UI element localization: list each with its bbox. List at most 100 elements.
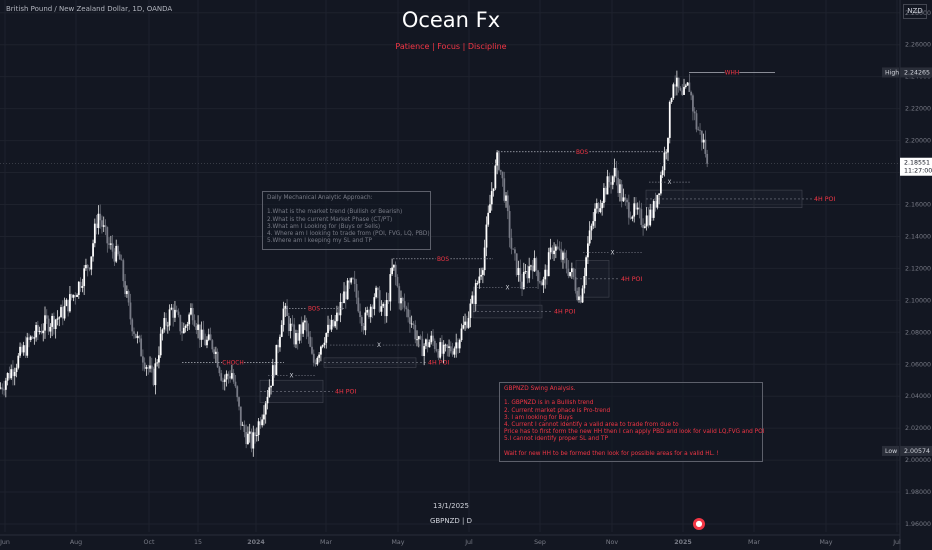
candle-body <box>608 176 611 183</box>
candle-body <box>460 328 463 341</box>
candle-body <box>677 77 680 89</box>
candle-body <box>54 319 57 330</box>
candle-body <box>305 320 308 332</box>
candle-body <box>15 367 18 372</box>
candle-body <box>53 315 55 330</box>
candle-body <box>362 325 365 331</box>
time-tick-label: Jul <box>892 539 901 546</box>
candle-body <box>430 335 433 343</box>
candle-body <box>76 294 78 297</box>
candle-body <box>635 203 637 210</box>
price-tick-label: 2.14000 <box>905 233 931 240</box>
candle-body <box>147 367 150 369</box>
candle-body <box>474 283 477 305</box>
candle-body <box>508 211 511 238</box>
candle-body <box>134 333 137 339</box>
candle-body <box>373 297 376 310</box>
candle-body <box>33 337 36 339</box>
candle-body <box>170 307 173 310</box>
candle-body <box>232 373 235 382</box>
candle-body <box>464 321 466 326</box>
candle-body <box>92 243 94 257</box>
candle-body <box>674 84 677 87</box>
candle-body <box>44 315 46 331</box>
candle-body <box>620 184 623 202</box>
candle-body <box>556 246 559 249</box>
candle-body <box>223 379 226 382</box>
candle-body <box>47 318 50 332</box>
candle-body <box>19 346 21 356</box>
candle-body <box>179 315 182 332</box>
candle-body <box>487 212 490 225</box>
time-tick-label: Jun <box>0 539 10 546</box>
candle-body <box>24 345 27 356</box>
candle-body <box>645 215 648 227</box>
price-tick-label: 2.08000 <box>905 329 931 336</box>
candle-body <box>499 169 502 172</box>
price-tick-label: 2.10000 <box>905 297 931 304</box>
price-axis: 1.96000 1.98000 2.00000 2.02000 2.04000 2.060… <box>882 0 932 550</box>
candle-body <box>549 247 552 253</box>
candle-body <box>206 339 208 346</box>
candle-body <box>238 397 240 407</box>
candle-body <box>519 267 522 282</box>
candle-body <box>533 258 536 272</box>
currency-button[interactable]: NZD <box>903 4 927 19</box>
candle-body <box>20 346 23 353</box>
candle-body <box>437 350 440 358</box>
candle-body <box>396 277 399 287</box>
tradingview-logo-icon[interactable]: ● <box>693 518 705 530</box>
candle-body <box>667 137 669 153</box>
candle-body <box>565 258 568 269</box>
candle-body <box>58 317 61 319</box>
price-tick-label: 2.02000 <box>905 425 931 432</box>
candle-body <box>42 330 45 334</box>
candle-body <box>587 243 589 258</box>
candle-body <box>496 152 499 166</box>
candle-body <box>295 333 297 345</box>
candle-body <box>380 306 383 312</box>
time-tick-label: Nov <box>606 539 619 546</box>
candle-body <box>4 380 7 390</box>
poi-label: 4H POI <box>814 196 835 203</box>
candle-body <box>341 301 344 304</box>
candle-body <box>188 314 191 325</box>
structure-label: X <box>611 250 615 256</box>
candle-body <box>453 348 456 355</box>
candle-body <box>158 355 160 363</box>
candle-body <box>275 344 278 375</box>
candle-body <box>280 324 283 337</box>
candle-body <box>202 329 205 340</box>
candle-body <box>29 336 32 340</box>
candle-body <box>597 203 600 213</box>
candle-body <box>243 424 246 432</box>
candle-body <box>528 266 531 279</box>
candle-body <box>287 316 290 332</box>
low-value-label: 2.00574 <box>904 448 930 455</box>
candle-body <box>433 340 436 350</box>
poi-label: 4H POI <box>621 276 642 283</box>
candle-body <box>93 223 96 244</box>
candle-body <box>254 432 256 437</box>
candle-body <box>583 276 586 289</box>
candle-body <box>478 276 481 284</box>
candle-body <box>289 323 292 332</box>
candle-body <box>392 264 395 268</box>
candle-body <box>442 344 445 354</box>
price-tick-label: 2.20000 <box>905 138 931 145</box>
candle-body <box>578 296 580 301</box>
candle-body <box>364 312 367 331</box>
candle-body <box>67 299 70 312</box>
candle-body <box>613 167 616 177</box>
candle-body <box>449 346 452 352</box>
structure-label: X <box>668 180 672 186</box>
candle-body <box>394 264 397 278</box>
candle-body <box>108 243 110 245</box>
candle-body <box>432 335 434 341</box>
candle-body <box>492 188 495 192</box>
time-tick-label: Aug <box>70 539 82 546</box>
candle-body <box>328 324 331 330</box>
candle-body <box>303 320 306 323</box>
candle-body <box>213 349 215 354</box>
